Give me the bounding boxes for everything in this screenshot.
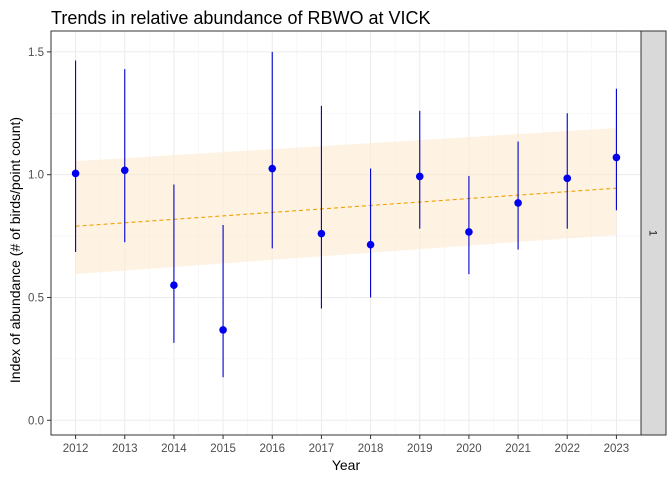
- data-point: [563, 174, 572, 183]
- data-point: [317, 229, 326, 238]
- data-point: [268, 164, 277, 173]
- y-tick-label: 0.5: [28, 292, 44, 304]
- data-point: [465, 228, 473, 236]
- x-axis: 2012 2013 2014 2015 2016 2017 2018 2019 2020 2021…: [63, 435, 629, 455]
- facet-strip-label: 1: [647, 230, 659, 236]
- x-tick-label: 2012: [63, 443, 89, 455]
- x-tick-label: 2015: [210, 443, 236, 455]
- trend-confidence-band: [75, 128, 617, 275]
- data-point: [366, 240, 375, 249]
- y-tick-label: 1.0: [28, 170, 44, 182]
- trend-line: [75, 187, 617, 227]
- x-tick-label: 2014: [161, 443, 187, 455]
- x-tick-label: 2023: [604, 443, 630, 455]
- plot-panel: [50, 30, 642, 436]
- facet-strip-background: [640, 30, 667, 436]
- y-tick-label: 1.5: [28, 47, 44, 59]
- y-axis-title: Index of abundance (# of birds/point cou…: [7, 117, 23, 383]
- x-tick-label: 2019: [407, 443, 433, 455]
- x-tick-label: 2017: [309, 443, 335, 455]
- data-point: [514, 199, 522, 207]
- data-point: [415, 172, 424, 181]
- x-tick-label: 2013: [112, 443, 138, 455]
- x-tick-label: 2022: [554, 443, 580, 455]
- data-point: [120, 166, 129, 175]
- data-point: [170, 281, 178, 289]
- data-point: [219, 326, 227, 334]
- x-axis-title: Year: [332, 457, 361, 473]
- chart-title: Trends in relative abundance of RBWO at …: [51, 8, 431, 28]
- data-point: [71, 169, 80, 178]
- facet-strip: 1: [640, 30, 667, 436]
- x-tick-label: 2016: [259, 443, 285, 455]
- x-tick-label: 2020: [456, 443, 482, 455]
- y-axis: 0.0 0.5 1.0 1.5: [28, 47, 51, 427]
- x-tick-label: 2018: [358, 443, 384, 455]
- y-tick-label: 0.0: [28, 415, 44, 427]
- x-tick-label: 2021: [505, 443, 531, 455]
- data-point: [612, 153, 621, 162]
